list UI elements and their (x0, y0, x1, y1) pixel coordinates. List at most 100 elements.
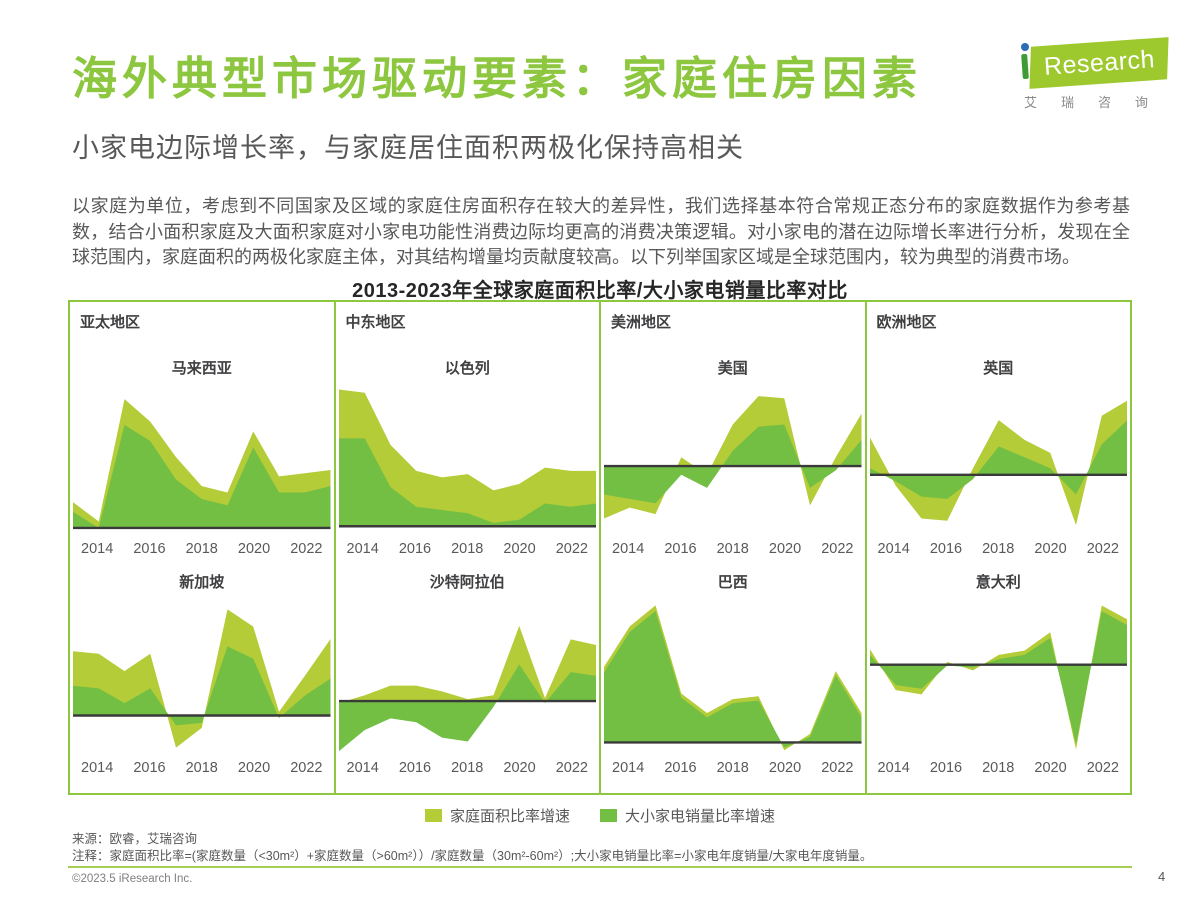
x-tick-label: 2018 (716, 759, 749, 776)
x-axis-ticks: 2014 2016 2018 2020 2022 (70, 536, 334, 561)
legend-swatch-dark-icon (600, 808, 617, 822)
country-chart-usa: 美国 2014 2016 2018 2020 2022 (601, 333, 865, 561)
country-label: 美国 (717, 360, 748, 377)
x-tick-label: 2020 (503, 759, 536, 776)
x-tick-label: 2014 (612, 759, 645, 776)
area-plot (604, 383, 862, 536)
country-chart-uk: 英国 2014 2016 2018 2020 2022 (867, 333, 1131, 561)
x-tick-label: 2014 (81, 540, 114, 557)
x-tick-label: 2020 (237, 540, 271, 557)
x-tick-label: 2018 (185, 759, 218, 776)
x-axis-ticks: 2014 2016 2018 2020 2022 (867, 536, 1131, 561)
x-tick-label: 2014 (81, 759, 114, 776)
x-tick-label: 2020 (1034, 540, 1067, 557)
region-header: 美洲地区 (611, 314, 672, 331)
country-chart-malaysia: 马来西亚 2014 2016 2018 2020 2022 (70, 333, 334, 561)
region-header: 中东地区 (345, 314, 406, 331)
x-tick-label: 2022 (290, 759, 323, 776)
country-label: 马来西亚 (171, 360, 232, 377)
area-plot (338, 597, 596, 755)
source-note: 来源：欧睿，艾瑞咨询 (72, 832, 198, 846)
logo-i-stem-icon (1021, 53, 1029, 80)
iresearch-logo: Research 艾瑞咨询 (1014, 36, 1170, 110)
x-tick-label: 2022 (555, 759, 588, 776)
legend-item-sales-ratio: 大小家电销量比率增速 (600, 805, 775, 826)
region-column-apac: 亚太地区 马来西亚 2014 2016 2018 2020 2022 新加坡 2014 2… (70, 302, 336, 793)
region-header: 亚太地区 (80, 314, 141, 331)
x-tick-label: 2014 (877, 759, 910, 776)
x-tick-label: 2014 (346, 759, 379, 776)
legend-swatch-light-icon (424, 808, 442, 822)
x-axis-ticks: 2014 2016 2018 2020 2022 (336, 755, 600, 780)
intro-paragraph: 以家庭为单位，考虑到不同国家及区域的家庭住房面积存在较大的差异性，我们选择基本符… (72, 196, 1130, 267)
area-plot (869, 383, 1127, 536)
legend-item-area-ratio: 家庭面积比率增速 (424, 805, 570, 826)
x-axis-ticks: 2014 2016 2018 2020 2022 (867, 755, 1131, 780)
page-subtitle: 小家电边际增长率，与家庭居住面积两极化保持高相关 (72, 133, 744, 163)
x-tick-label: 2022 (555, 540, 588, 557)
x-tick-label: 2020 (237, 759, 271, 776)
logo-brand-text: Research (1042, 44, 1156, 81)
x-tick-label: 2022 (290, 540, 323, 557)
chart-legend: 家庭面积比率增速 大小家电销量比率增速 (68, 805, 1132, 825)
area-plot (869, 597, 1127, 755)
area-plot (604, 597, 862, 755)
chart-title: 2013-2023年全球家庭面积比率/大小家电销量比率对比 (352, 280, 848, 302)
country-chart-israel: 以色列 2014 2016 2018 2020 2022 (336, 333, 600, 561)
country-chart-brazil: 巴西 2014 2016 2018 2020 2022 (601, 561, 865, 780)
x-axis-ticks: 2014 2016 2018 2020 2022 (70, 755, 334, 780)
area-plot (73, 597, 331, 755)
chart-grid: 亚太地区 马来西亚 2014 2016 2018 2020 2022 新加坡 2014 2… (68, 300, 1132, 795)
logo-i-dot-icon (1021, 43, 1029, 51)
x-tick-label: 2016 (398, 759, 432, 776)
x-tick-label: 2016 (664, 759, 697, 776)
region-column-americas: 美洲地区 美国 2014 2016 2018 2020 2022 巴西 2014 2016… (601, 302, 867, 793)
x-tick-label: 2020 (768, 540, 802, 557)
x-tick-label: 2016 (664, 540, 697, 557)
region-column-mideast: 中东地区 以色列 2014 2016 2018 2020 2022 沙特阿拉伯 2014… (336, 302, 601, 793)
x-tick-label: 2016 (133, 759, 166, 776)
page-number: 4 (1158, 869, 1166, 884)
x-axis-ticks: 2014 2016 2018 2020 2022 (336, 536, 600, 561)
x-tick-label: 2022 (821, 759, 854, 776)
x-tick-label: 2022 (1086, 759, 1119, 776)
x-tick-label: 2016 (398, 540, 432, 557)
country-label: 巴西 (717, 574, 748, 591)
x-tick-label: 2018 (982, 759, 1015, 776)
legend-label: 大小家电销量比率增速 (625, 807, 776, 825)
legend-label: 家庭面积比率增速 (449, 807, 570, 825)
x-tick-label: 2016 (133, 540, 166, 557)
x-tick-label: 2020 (503, 540, 536, 557)
area-plot (338, 383, 596, 536)
logo-chinese-name: 艾瑞咨询 (1024, 95, 1173, 110)
page-title: 海外典型市场驱动要素：家庭住房因素 (72, 53, 923, 104)
country-chart-saudi-arabia: 沙特阿拉伯 2014 2016 2018 2020 2022 (336, 561, 600, 780)
country-label: 沙特阿拉伯 (429, 574, 505, 591)
x-tick-label: 2022 (1086, 540, 1119, 557)
x-tick-label: 2022 (821, 540, 854, 557)
x-tick-label: 2018 (451, 759, 484, 776)
country-label: 新加坡 (179, 574, 225, 591)
x-tick-label: 2014 (346, 540, 379, 557)
x-tick-label: 2018 (716, 540, 749, 557)
x-tick-label: 2018 (185, 540, 218, 557)
x-tick-label: 2016 (929, 540, 963, 557)
country-label: 意大利 (975, 574, 1021, 591)
country-label: 英国 (983, 360, 1014, 377)
footer-divider (68, 866, 1132, 868)
x-tick-label: 2014 (612, 540, 645, 557)
x-tick-label: 2020 (1034, 759, 1067, 776)
logo-banner: Research (1029, 37, 1169, 89)
x-tick-label: 2014 (877, 540, 910, 557)
country-label: 以色列 (444, 360, 490, 377)
area-plot (73, 383, 331, 536)
x-tick-label: 2018 (451, 540, 484, 557)
formula-note: 注释：家庭面积比率=(家庭数量（<30m²）+家庭数量（>60m²））/家庭数量… (72, 849, 873, 863)
x-tick-label: 2018 (982, 540, 1015, 557)
country-chart-singapore: 新加坡 2014 2016 2018 2020 2022 (70, 561, 334, 780)
x-axis-ticks: 2014 2016 2018 2020 2022 (601, 755, 865, 780)
region-header: 欧洲地区 (876, 314, 937, 331)
region-column-europe: 欧洲地区 英国 2014 2016 2018 2020 2022 意大利 2014 201… (867, 302, 1131, 793)
country-chart-italy: 意大利 2014 2016 2018 2020 2022 (867, 561, 1131, 780)
x-axis-ticks: 2014 2016 2018 2020 2022 (601, 536, 865, 561)
